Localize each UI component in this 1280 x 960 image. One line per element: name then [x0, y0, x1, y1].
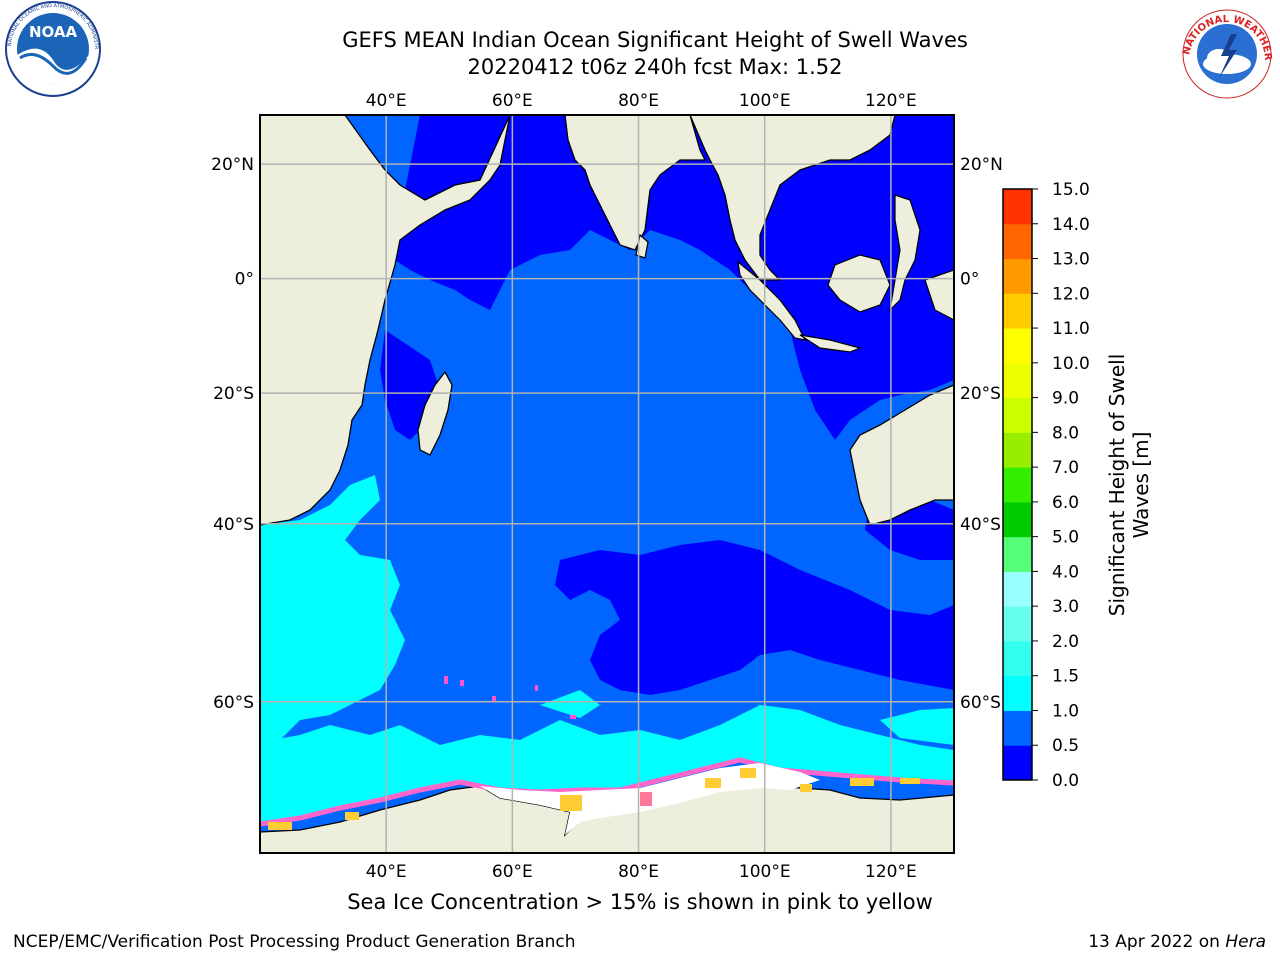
land-philippines-sulawesi	[889, 194, 921, 312]
latitude-ticks-left: 20°N 0° 20°S 40°S 60°S	[211, 155, 254, 713]
land-australia	[849, 384, 954, 526]
national-weather-service-logo: NATIONAL WEATHER SERVICE	[1175, 8, 1273, 99]
swell-region-0-0.5m-north	[395, 115, 954, 440]
swell-band-1-1.5m-south	[260, 705, 954, 825]
noaa-logo-text: NOAA	[29, 23, 78, 41]
swell-patch-1-1.5m-southern-spot	[540, 690, 600, 718]
longitude-ticks-top: 40°E 60°E 80°E 100°E 120°E	[366, 91, 917, 111]
land-borneo	[827, 254, 891, 313]
map-gridlines	[260, 115, 954, 853]
sea-ice-high-concentration	[268, 768, 920, 830]
lon-tick-top-0: 40°E	[366, 91, 407, 111]
lat-tick-left-1: 0°	[235, 270, 254, 290]
lon-tick-bottom-2: 80°E	[618, 862, 659, 882]
lat-tick-right-0: 20°N	[960, 155, 1003, 175]
lat-tick-right-2: 20°S	[960, 384, 1001, 404]
land-new-guinea	[924, 269, 954, 321]
lon-tick-bottom-1: 60°E	[492, 862, 533, 882]
map-title: GEFS MEAN Indian Ocean Significant Heigh…	[342, 28, 968, 52]
footer-date-text: 13 Apr 2022 on	[1088, 932, 1226, 952]
longitude-ticks-bottom: 40°E 60°E 80°E 100°E 120°E	[366, 862, 917, 882]
lon-tick-top-3: 100°E	[739, 91, 791, 111]
lat-tick-left-3: 40°S	[213, 515, 254, 535]
lat-tick-left-2: 20°S	[213, 384, 254, 404]
swell-region-0-0.5m-southern	[555, 540, 954, 695]
lon-tick-top-4: 120°E	[865, 91, 917, 111]
land-africa-arabia	[260, 115, 511, 526]
lat-tick-right-3: 40°S	[960, 515, 1001, 535]
land-sumatra	[737, 260, 807, 341]
footer-date: 13 Apr 2022 on Hera	[1088, 932, 1266, 952]
sea-ice-scattered-pink	[444, 676, 576, 719]
lon-tick-bottom-0: 40°E	[366, 862, 407, 882]
sea-ice-note: Sea Ice Concentration > 15% is shown in …	[347, 890, 933, 914]
lon-tick-top-1: 60°E	[492, 91, 533, 111]
lat-tick-left-4: 60°S	[213, 693, 254, 713]
land-india	[564, 115, 707, 251]
swell-patch-1-1.5m-east	[880, 708, 954, 745]
sea-ice-edge	[260, 757, 954, 827]
noaa-logo: NOAA NATIONAL OCEANIC AND ATMOSPHERIC AD…	[0, 0, 101, 97]
latitude-ticks-right: 20°N 0° 20°S 40°S 60°S	[960, 155, 1003, 713]
map-subtitle: 20220412 t06z 240h fcst Max: 1.52	[467, 55, 843, 79]
lon-tick-bottom-4: 120°E	[865, 862, 917, 882]
footer-machine: Hera	[1225, 932, 1266, 952]
lat-tick-right-1: 0°	[960, 270, 979, 290]
lat-tick-right-4: 60°S	[960, 693, 1001, 713]
footer-credit: NCEP/EMC/Verification Post Processing Pr…	[13, 932, 576, 952]
lon-tick-bottom-3: 100°E	[739, 862, 791, 882]
lon-tick-top-2: 80°E	[618, 91, 659, 111]
swell-band-1-1.5m-southwest	[260, 475, 405, 742]
land-java	[799, 334, 862, 353]
lat-tick-left-0: 20°N	[211, 155, 254, 175]
map-frame	[259, 114, 955, 854]
